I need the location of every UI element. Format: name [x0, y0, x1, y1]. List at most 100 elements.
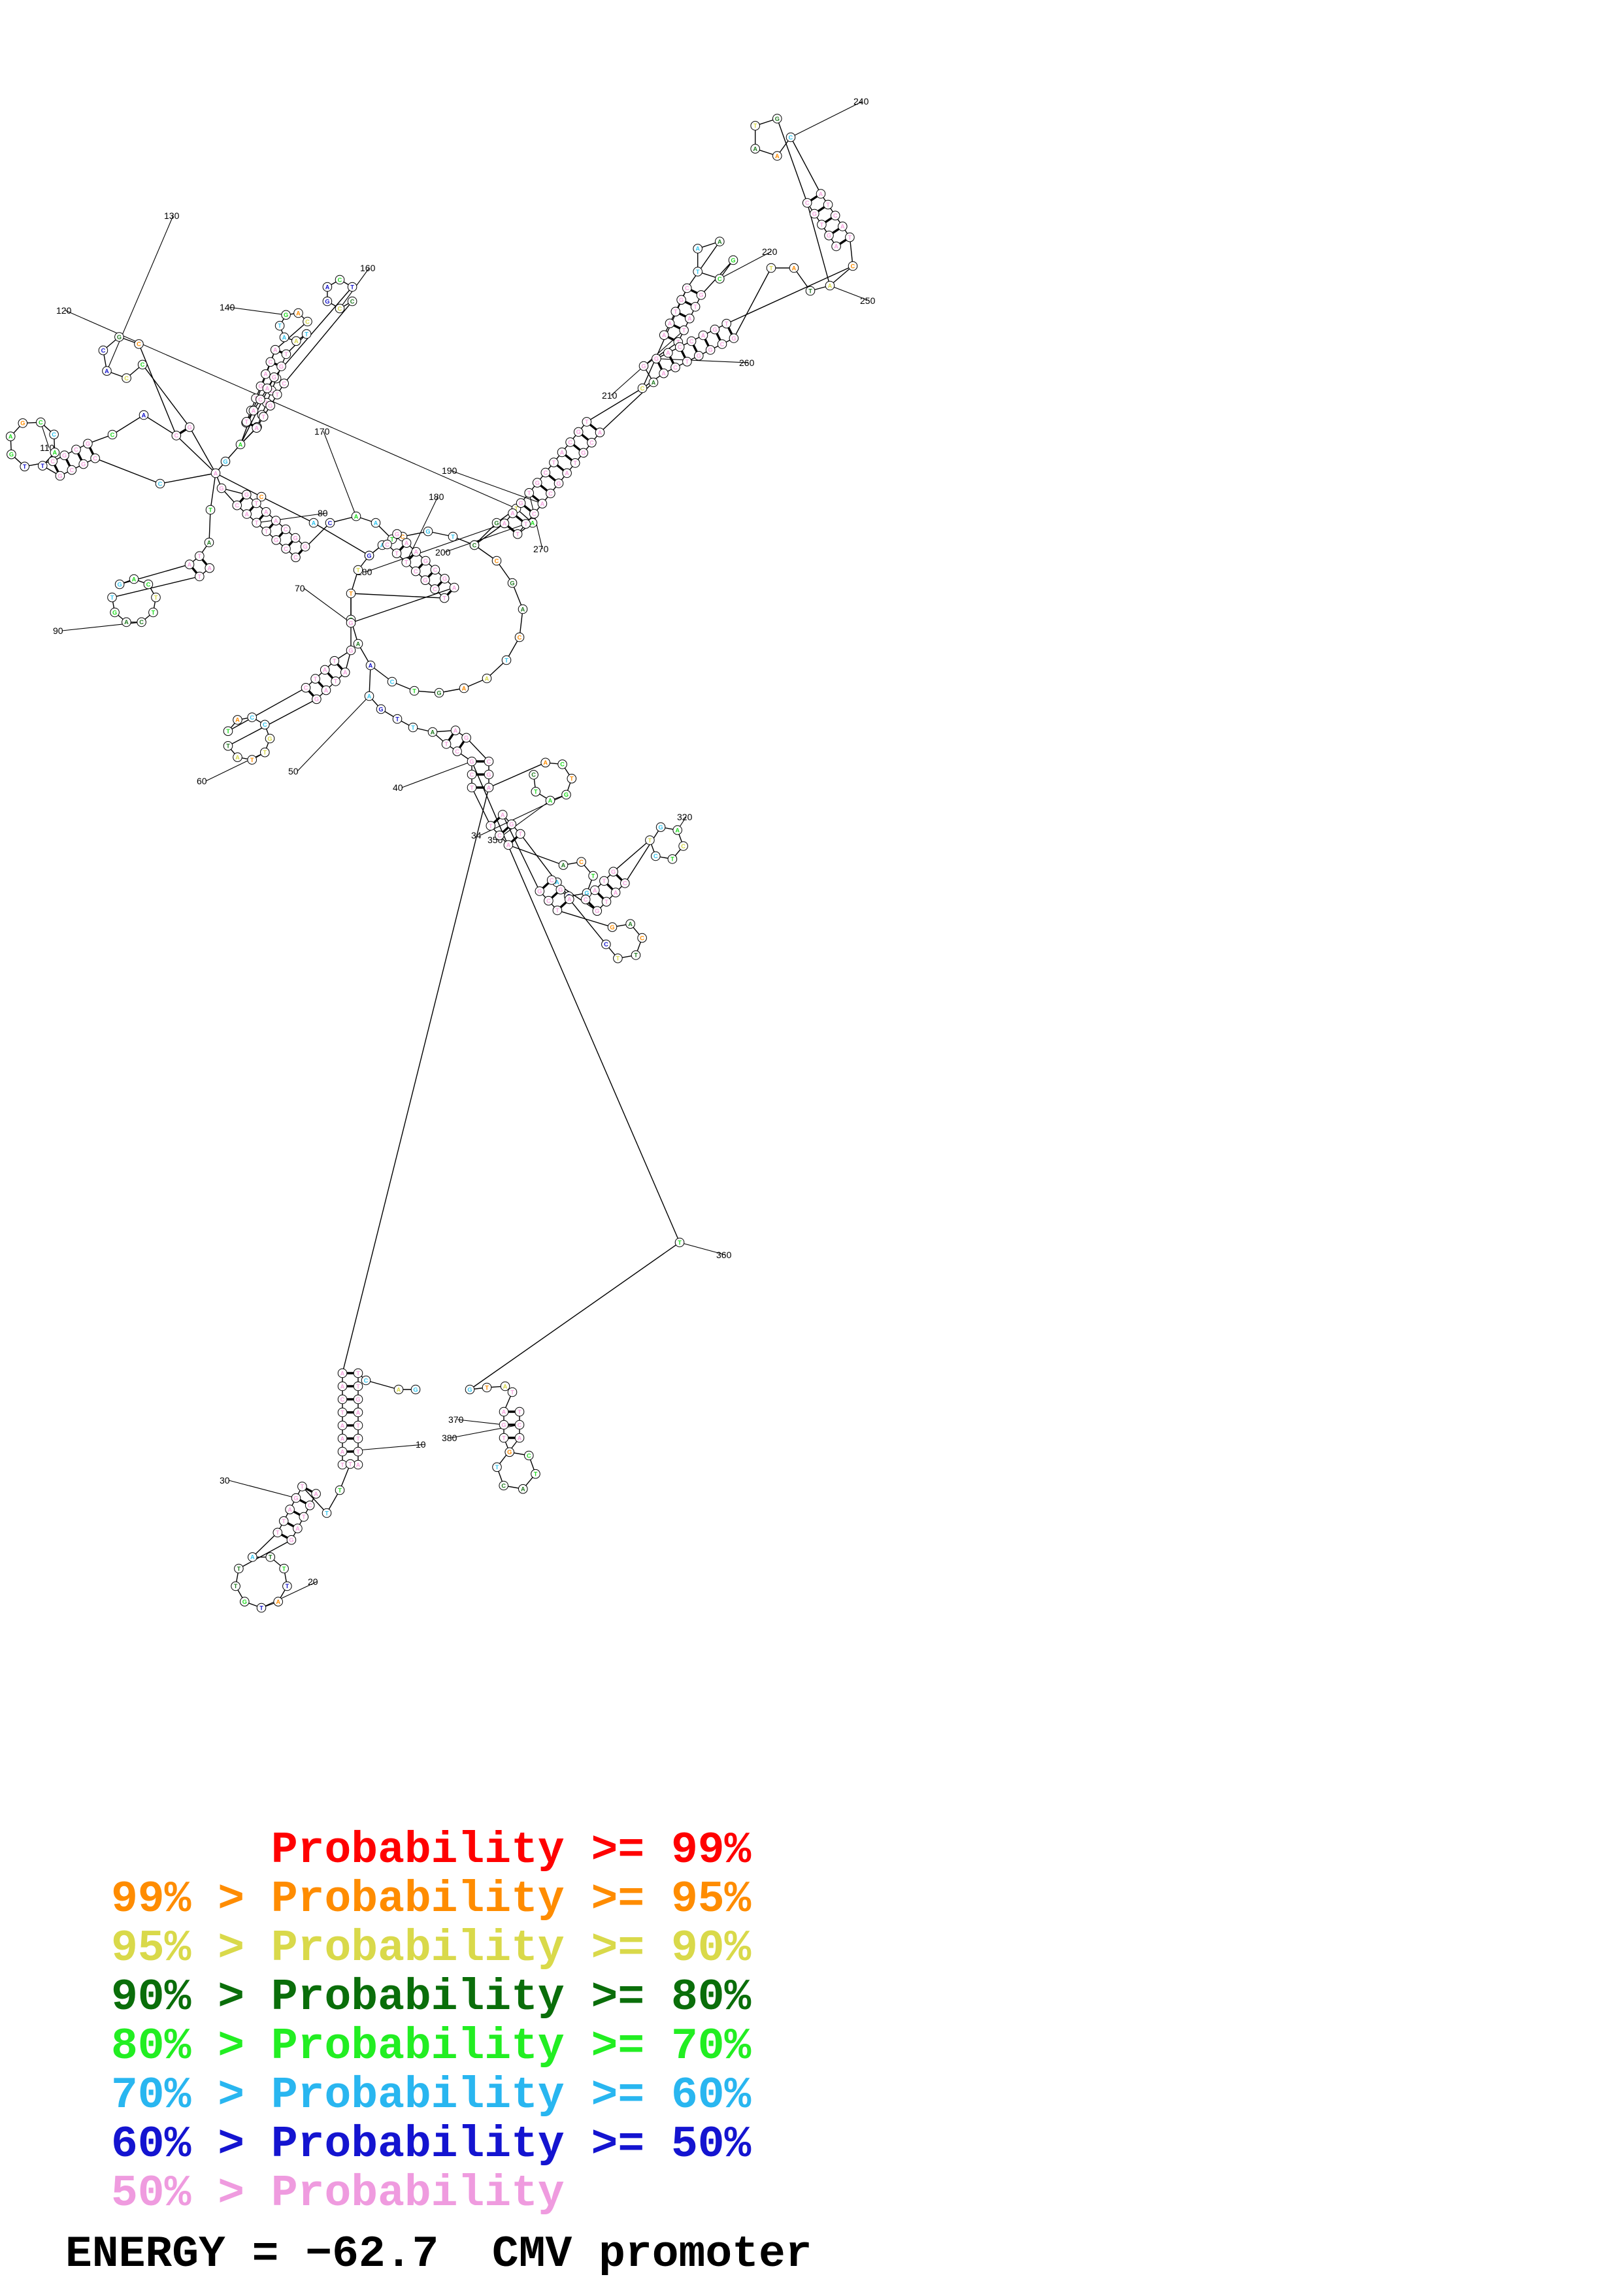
svg-text:G: G — [423, 557, 428, 564]
svg-text:A: A — [343, 669, 348, 676]
svg-text:G: G — [258, 383, 263, 390]
svg-text:C: C — [685, 285, 689, 291]
svg-text:G: G — [699, 292, 703, 299]
svg-text:A: A — [214, 470, 218, 476]
svg-text:C: C — [584, 897, 588, 903]
svg-text:G: G — [279, 363, 284, 370]
svg-text:T: T — [314, 676, 318, 682]
svg-text:G: G — [442, 576, 447, 582]
svg-text:34: 34 — [471, 830, 482, 840]
svg-text:G: G — [314, 696, 319, 703]
svg-text:T: T — [348, 1461, 352, 1467]
svg-text:C: C — [720, 341, 725, 348]
svg-text:A: A — [142, 412, 146, 418]
svg-text:C: C — [385, 541, 389, 548]
svg-text:A: A — [340, 1448, 345, 1455]
svg-text:A: A — [405, 540, 409, 546]
svg-text:C: C — [263, 722, 267, 728]
svg-text:A: A — [695, 246, 700, 252]
svg-text:A: A — [593, 887, 597, 893]
svg-text:C: C — [851, 263, 855, 269]
svg-text:G: G — [581, 450, 586, 456]
svg-text:C: C — [141, 361, 145, 368]
svg-text:T: T — [670, 856, 674, 863]
svg-text:C: C — [124, 375, 129, 382]
svg-text:C: C — [487, 758, 491, 765]
svg-text:A: A — [503, 520, 507, 527]
svg-text:A: A — [397, 1386, 401, 1393]
svg-text:T: T — [261, 414, 265, 420]
svg-text:220: 220 — [762, 246, 778, 257]
svg-text:G: G — [595, 908, 599, 914]
svg-text:G: G — [355, 1396, 360, 1403]
svg-text:170: 170 — [314, 426, 330, 437]
svg-text:G: G — [731, 335, 736, 342]
svg-text:A: A — [454, 727, 458, 734]
svg-text:G: G — [576, 429, 581, 435]
svg-text:A: A — [628, 921, 633, 927]
svg-text:A: A — [367, 693, 372, 699]
svg-text:70: 70 — [295, 583, 305, 593]
svg-text:A: A — [675, 827, 680, 833]
svg-text:G: G — [537, 888, 542, 895]
svg-text:T: T — [356, 1370, 360, 1376]
svg-text:A: A — [531, 520, 535, 526]
svg-text:T: T — [282, 1518, 286, 1525]
svg-text:T: T — [152, 609, 156, 616]
svg-text:G: G — [425, 528, 430, 535]
svg-text:A: A — [105, 368, 109, 374]
svg-text:C: C — [69, 467, 74, 473]
svg-text:T: T — [301, 1484, 305, 1490]
svg-text:C: C — [284, 526, 288, 533]
svg-text:G: G — [812, 210, 817, 217]
svg-text:A: A — [561, 862, 566, 869]
svg-text:C: C — [305, 318, 310, 325]
svg-text:G: G — [267, 735, 272, 742]
svg-text:G: G — [118, 581, 122, 588]
svg-text:G: G — [437, 690, 441, 696]
svg-text:G: G — [423, 577, 427, 584]
svg-text:A: A — [340, 1370, 345, 1376]
svg-text:A: A — [239, 441, 243, 448]
svg-text:A: A — [356, 1409, 361, 1416]
svg-text:G: G — [9, 452, 14, 458]
svg-text:T: T — [325, 1510, 329, 1516]
svg-text:C: C — [328, 520, 333, 526]
svg-text:120: 120 — [56, 305, 72, 316]
svg-text:C: C — [52, 431, 56, 438]
svg-text:C: C — [137, 341, 141, 348]
svg-text:T: T — [485, 1384, 489, 1391]
svg-text:T: T — [254, 500, 258, 507]
svg-text:A: A — [567, 896, 572, 903]
svg-text:T: T — [510, 1389, 514, 1395]
svg-text:T: T — [585, 419, 589, 425]
svg-text:A: A — [652, 379, 656, 386]
svg-text:C: C — [604, 941, 608, 948]
svg-text:A: A — [276, 1599, 280, 1605]
svg-text:T: T — [534, 789, 538, 795]
svg-text:A: A — [273, 347, 278, 354]
svg-text:G: G — [348, 620, 353, 626]
svg-text:T: T — [674, 308, 678, 315]
svg-text:T: T — [412, 688, 416, 694]
svg-text:C: C — [338, 276, 342, 283]
svg-text:360: 360 — [716, 1250, 732, 1260]
svg-text:A: A — [775, 153, 780, 159]
svg-text:T: T — [276, 1529, 280, 1536]
svg-text:A: A — [340, 1422, 345, 1429]
svg-text:G: G — [244, 491, 249, 498]
svg-text:T: T — [282, 1565, 286, 1572]
svg-text:G: G — [775, 116, 780, 122]
svg-text:T: T — [395, 550, 399, 557]
svg-text:T: T — [573, 460, 577, 467]
svg-text:A: A — [207, 539, 212, 546]
svg-text:C: C — [433, 586, 437, 593]
svg-text:C: C — [589, 440, 594, 446]
svg-text:A: A — [295, 1525, 300, 1532]
svg-text:A: A — [666, 350, 670, 356]
svg-text:T: T — [591, 873, 595, 879]
svg-text:T: T — [808, 288, 812, 294]
svg-text:C: C — [433, 567, 438, 573]
svg-text:A: A — [294, 338, 299, 344]
svg-text:T: T — [208, 507, 212, 513]
